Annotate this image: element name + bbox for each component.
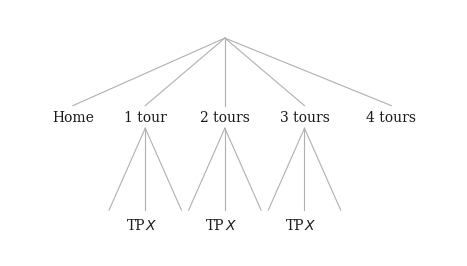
Text: 2 tours: 2 tours	[200, 111, 250, 125]
Text: TP: TP	[286, 219, 304, 234]
Text: $\it{X}$: $\it{X}$	[145, 219, 157, 234]
Text: $\it{X}$: $\it{X}$	[304, 219, 317, 234]
Text: TP: TP	[206, 219, 225, 234]
Text: TP: TP	[127, 219, 145, 234]
Text: $\it{X}$: $\it{X}$	[225, 219, 237, 234]
Text: Home: Home	[52, 111, 94, 125]
Text: 4 tours: 4 tours	[366, 111, 417, 125]
Text: 1 tour: 1 tour	[124, 111, 167, 125]
Text: 3 tours: 3 tours	[280, 111, 329, 125]
